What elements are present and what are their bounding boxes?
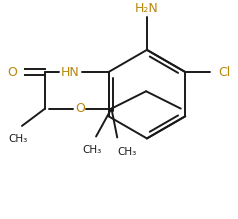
Text: O: O: [75, 102, 85, 115]
Text: CH₃: CH₃: [117, 147, 136, 157]
Text: CH₃: CH₃: [9, 134, 28, 144]
Text: H₂N: H₂N: [135, 2, 159, 15]
Text: HN: HN: [61, 65, 80, 79]
Text: CH₃: CH₃: [83, 145, 102, 155]
Text: Cl: Cl: [218, 65, 230, 79]
Text: O: O: [7, 65, 17, 79]
